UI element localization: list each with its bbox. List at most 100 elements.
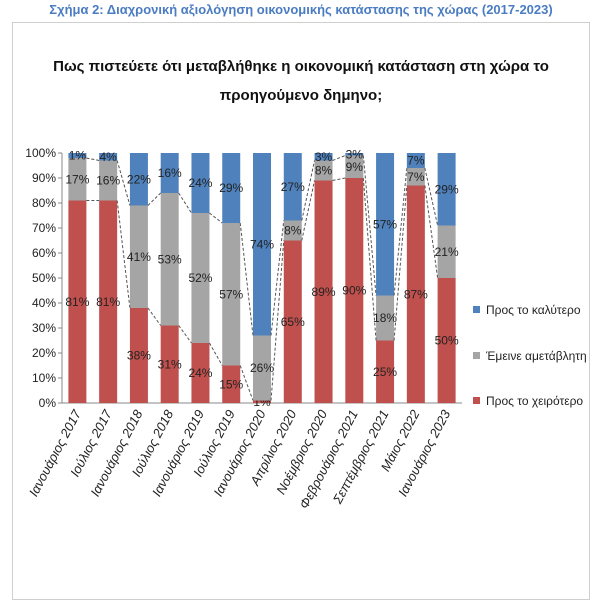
- series-connector-line: [270, 240, 285, 401]
- bar-segment: [160, 193, 179, 326]
- data-label: 57%: [219, 287, 243, 301]
- x-category-label: Ιανουάριος 2017: [26, 407, 85, 499]
- bar-segment: [437, 153, 456, 226]
- data-label: 16%: [158, 166, 182, 180]
- legend-swatch: [473, 352, 480, 359]
- bar-segment: [99, 153, 118, 161]
- bar-segment: [191, 213, 210, 343]
- bar-segment: [160, 325, 179, 403]
- data-label: 24%: [188, 366, 212, 380]
- legend-swatch: [473, 306, 480, 313]
- bar-segment: [68, 158, 87, 201]
- bar-segment: [314, 180, 333, 403]
- bar-segment: [129, 205, 148, 308]
- bar-segment: [283, 240, 302, 403]
- series-connector-line: [362, 177, 377, 341]
- data-label: 7%: [407, 170, 425, 184]
- bar-segment: [406, 153, 425, 168]
- data-label: 38%: [127, 349, 151, 363]
- data-label: 17%: [65, 172, 89, 186]
- bar-segment: [253, 400, 271, 403]
- series-connector-line: [239, 365, 254, 401]
- data-label: 74%: [250, 237, 274, 251]
- y-tick-label: 90%: [32, 171, 56, 185]
- data-label: 50%: [435, 334, 459, 348]
- series-connector-line: [147, 192, 162, 206]
- series-connector-line: [239, 222, 254, 336]
- bar-segment: [68, 153, 87, 158]
- legend-swatch: [473, 397, 480, 404]
- data-label: 18%: [373, 311, 397, 325]
- data-label: 52%: [188, 271, 212, 285]
- data-label: 29%: [219, 181, 243, 195]
- bar-segment: [222, 153, 241, 223]
- data-label: 3%: [346, 147, 364, 161]
- data-label: 81%: [96, 295, 120, 309]
- data-label: 90%: [342, 284, 366, 298]
- data-label: 57%: [373, 217, 397, 231]
- data-label: 87%: [404, 287, 428, 301]
- data-label: 1%: [69, 149, 87, 163]
- bar-segment: [160, 153, 179, 193]
- data-label: 27%: [281, 180, 305, 194]
- series-connector-line: [424, 185, 439, 279]
- series-connector-line: [270, 220, 285, 336]
- bar-segment: [314, 153, 333, 161]
- bar-segment: [222, 223, 241, 366]
- data-label: 81%: [65, 295, 89, 309]
- bar-segment: [345, 178, 364, 403]
- data-label: 22%: [127, 172, 151, 186]
- series-connector-line: [332, 155, 346, 161]
- chart-title: Πως πιστεύετε ότι μεταβλήθηκε η οικονομι…: [40, 52, 562, 110]
- figure-caption: Σχήμα 2: Διαχρονική αξιολόγηση οικονομικ…: [49, 2, 553, 17]
- y-tick-label: 10%: [32, 371, 56, 385]
- data-label: 24%: [188, 176, 212, 190]
- y-tick-label: 70%: [32, 221, 56, 235]
- data-label: 65%: [281, 315, 305, 329]
- data-label: 53%: [158, 252, 182, 266]
- legend-label: Έμεινε αμετάβλητη: [485, 349, 587, 363]
- series-connector-line: [393, 167, 408, 296]
- chart-title-line-2: προηγούμενο δημηνο;: [219, 87, 383, 104]
- bar-segment: [406, 185, 425, 403]
- data-label: 89%: [312, 285, 336, 299]
- bar-segment: [345, 153, 364, 156]
- bar-segment: [376, 340, 395, 403]
- legend-label: Προς το καλύτερο: [486, 303, 581, 317]
- series-connector-line: [209, 212, 223, 224]
- data-label: 41%: [127, 250, 151, 264]
- y-tick-label: 50%: [32, 271, 56, 285]
- data-label: 8%: [315, 164, 333, 178]
- data-label: 16%: [96, 174, 120, 188]
- y-tick-label: 100%: [25, 146, 56, 160]
- data-label: 9%: [346, 160, 364, 174]
- chart-title-line-1: Πως πιστεύετε ότι μεταβλήθηκε η οικονομι…: [53, 58, 549, 75]
- data-label: 3%: [315, 150, 333, 164]
- data-label: 7%: [407, 154, 425, 168]
- chart-frame: [12, 22, 590, 600]
- series-connector-line: [301, 160, 316, 221]
- data-label: 21%: [435, 245, 459, 259]
- bar-segment: [314, 160, 333, 181]
- bar-segment: [376, 153, 395, 296]
- legend-label: Προς το χειρότερο: [486, 394, 583, 408]
- bar-segment: [345, 155, 364, 178]
- y-tick-label: 30%: [32, 321, 56, 335]
- data-label: 8%: [284, 224, 302, 238]
- bar-segment: [283, 153, 302, 221]
- data-label: 15%: [219, 377, 243, 391]
- series-connector-line: [178, 325, 192, 344]
- y-tick-label: 0%: [39, 396, 57, 410]
- series-connector-line: [147, 307, 162, 326]
- series-connector-line: [332, 177, 346, 181]
- y-tick-label: 60%: [32, 246, 56, 260]
- data-label: 31%: [158, 357, 182, 371]
- bar-segment: [283, 220, 302, 241]
- series-connector-line: [178, 192, 192, 214]
- bar-segment: [191, 343, 210, 403]
- bar-segment: [99, 200, 118, 403]
- data-label: 26%: [250, 361, 274, 375]
- bar-segment: [406, 168, 425, 186]
- bar-segment: [253, 153, 271, 336]
